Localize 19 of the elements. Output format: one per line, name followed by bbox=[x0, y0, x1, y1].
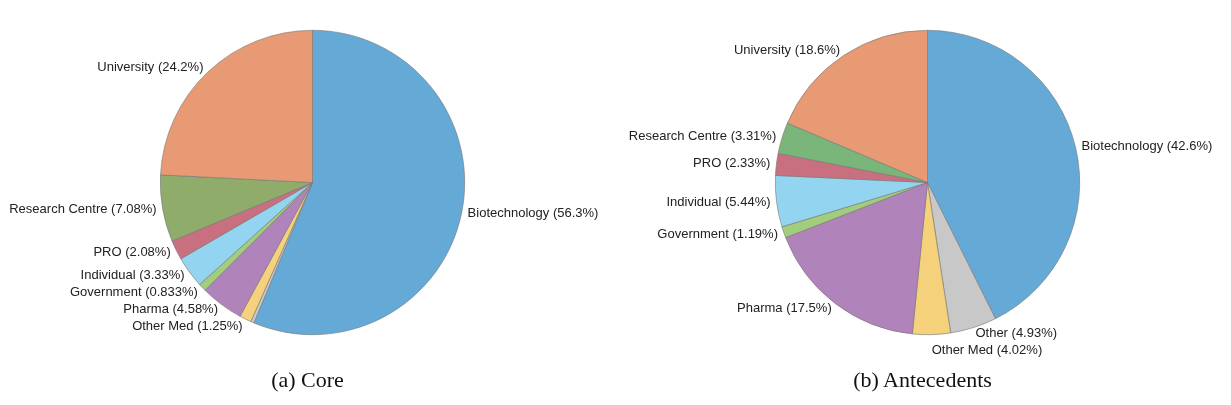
slice-label: PRO (2.08%) bbox=[93, 244, 171, 260]
slice-label: Biotechnology (42.6%) bbox=[1081, 137, 1213, 153]
slice-label: Other (4.93%) bbox=[975, 324, 1058, 340]
slice-label: Individual (5.44%) bbox=[666, 193, 771, 209]
slice-label: Government (0.833%) bbox=[69, 284, 198, 300]
slice-label: Government (1.19%) bbox=[657, 225, 778, 241]
slice-label: PRO (2.33%) bbox=[693, 155, 771, 171]
slice-label: Pharma (17.5%) bbox=[737, 300, 832, 315]
text: (b) Antecedents bbox=[853, 367, 992, 393]
text: (a) Core bbox=[271, 367, 344, 393]
slice-label: University (18.6%) bbox=[733, 42, 841, 58]
slice-label: University (24.2%) bbox=[97, 59, 204, 75]
slice-label: Biotechnology (56.3%) bbox=[467, 205, 599, 221]
slice-label: Other Med (4.02%) bbox=[931, 341, 1043, 357]
slice-label: Other Med (1.25%) bbox=[132, 318, 243, 334]
slice-label: Individual (3.33%) bbox=[80, 267, 185, 283]
slice-label: Pharma (4.58%) bbox=[123, 301, 219, 317]
slice-label: Research Centre (3.31%) bbox=[628, 127, 777, 143]
slice-label: Research Centre (7.08%) bbox=[9, 201, 157, 217]
